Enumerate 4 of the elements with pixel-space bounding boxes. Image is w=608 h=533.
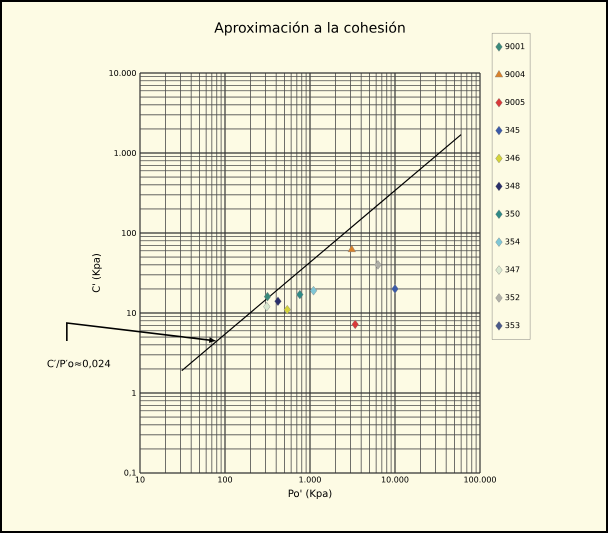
chart-title: Aproximación a la cohesión (214, 21, 405, 36)
x-axis-title: Po' (Kpa) (288, 489, 332, 500)
text: C′/P′o≈0,024 (47, 360, 110, 368)
y-axis-title: C' (Kpa) (92, 254, 102, 292)
